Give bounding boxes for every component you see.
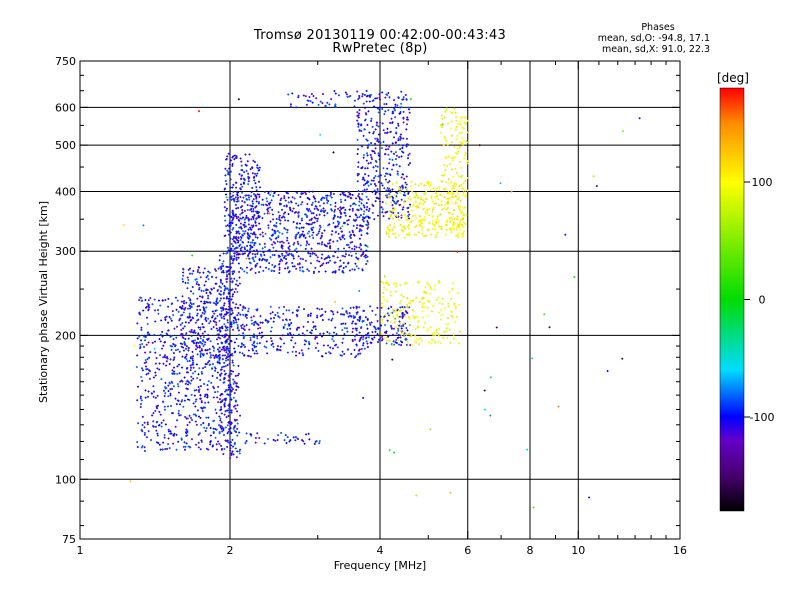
data-points xyxy=(122,89,641,509)
grid xyxy=(80,61,680,539)
